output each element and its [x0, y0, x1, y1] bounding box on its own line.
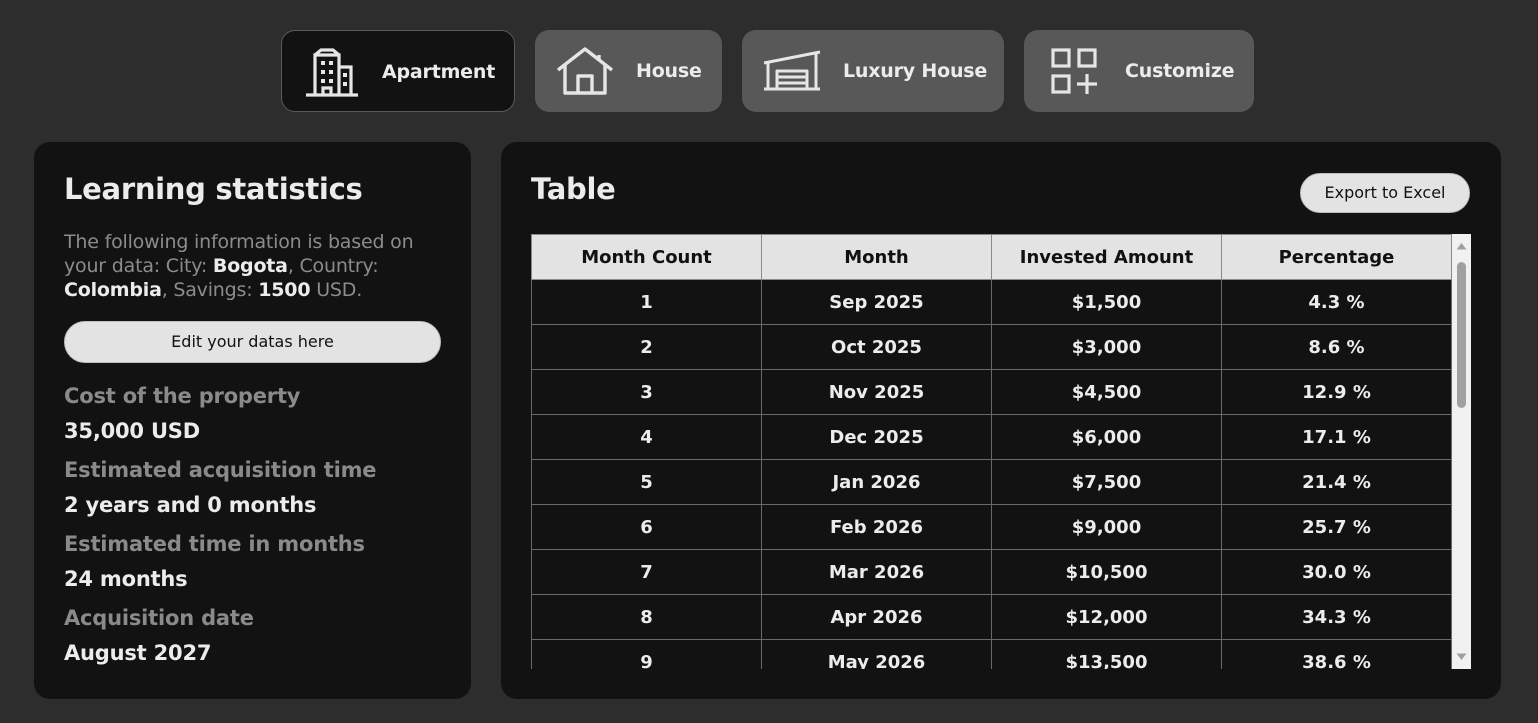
apartment-building-icon [302, 44, 362, 100]
month-count-cell: 4 [531, 414, 762, 460]
percentage-cell: 21.4 % [1221, 459, 1452, 505]
scroll-down-arrow-icon[interactable] [1452, 649, 1471, 665]
info-savings: 1500 [258, 279, 311, 301]
column-header: Percentage [1221, 234, 1452, 280]
grid-plus-icon [1044, 43, 1104, 99]
month-cell: Apr 2026 [761, 594, 992, 640]
table-scrollbar[interactable] [1452, 234, 1471, 669]
invested-amount-cell: $10,500 [991, 549, 1222, 595]
month-count-cell: 2 [531, 324, 762, 370]
month-cell: Nov 2025 [761, 369, 992, 415]
table-row: 2 Oct 2025 $3,000 8.6 % [531, 324, 1452, 370]
house-label: House [636, 60, 702, 82]
month-cell: Jan 2026 [761, 459, 992, 505]
column-header: Month Count [531, 234, 762, 280]
month-count-cell: 6 [531, 504, 762, 550]
acquisition-time-value: 2 years and 0 months [64, 493, 317, 517]
invested-amount-cell: $4,500 [991, 369, 1222, 415]
percentage-cell: 30.0 % [1221, 549, 1452, 595]
table-row: 4 Dec 2025 $6,000 17.1 % [531, 414, 1452, 460]
months-value: 24 months [64, 567, 188, 591]
percentage-cell: 12.9 % [1221, 369, 1452, 415]
table-body: 1 Sep 2025 $1,500 4.3 % 2 Oct 2025 $3,000 8.6 %… [531, 279, 1452, 669]
investment-table: Month Count Month Invested Amount Percen… [531, 234, 1452, 669]
customize-button[interactable]: Customize [1024, 30, 1254, 112]
table-header-row: Month Count Month Invested Amount Percen… [531, 234, 1452, 280]
info-intro: The following information is based on yo… [64, 231, 414, 277]
invested-amount-cell: $3,000 [991, 324, 1222, 370]
month-count-cell: 9 [531, 639, 762, 669]
luxury-house-button[interactable]: Luxury House [742, 30, 1004, 112]
column-header: Month [761, 234, 992, 280]
table-row: 1 Sep 2025 $1,500 4.3 % [531, 279, 1452, 325]
month-count-cell: 3 [531, 369, 762, 415]
acquisition-date-value: August 2027 [64, 641, 212, 665]
house-button[interactable]: House [535, 30, 722, 112]
month-count-cell: 8 [531, 594, 762, 640]
invested-amount-cell: $7,500 [991, 459, 1222, 505]
invested-amount-cell: $6,000 [991, 414, 1222, 460]
info-country-prefix: , Country: [287, 255, 379, 277]
acquisition-time-label: Estimated acquisition time [64, 458, 377, 482]
table-row: 8 Apr 2026 $12,000 34.3 % [531, 594, 1452, 640]
info-city: Bogota [212, 255, 288, 277]
month-cell: Mar 2026 [761, 549, 992, 595]
statistics-panel: Learning statistics The following inform… [34, 142, 471, 699]
cost-label: Cost of the property [64, 384, 301, 408]
luxury-house-label: Luxury House [843, 60, 988, 82]
table-row: 5 Jan 2026 $7,500 21.4 % [531, 459, 1452, 505]
months-label: Estimated time in months [64, 532, 365, 556]
percentage-cell: 4.3 % [1221, 279, 1452, 325]
invested-amount-cell: $9,000 [991, 504, 1222, 550]
table-title: Table [531, 172, 616, 206]
table-scroll-area[interactable]: Month Count Month Invested Amount Percen… [531, 234, 1471, 669]
percentage-cell: 34.3 % [1221, 594, 1452, 640]
export-excel-button[interactable]: Export to Excel [1300, 173, 1470, 213]
invested-amount-cell: $12,000 [991, 594, 1222, 640]
invested-amount-cell: $1,500 [991, 279, 1222, 325]
table-panel: Table Export to Excel Month Count Month … [501, 142, 1501, 699]
scrollbar-thumb[interactable] [1457, 262, 1466, 408]
statistics-title: Learning statistics [64, 172, 363, 206]
month-count-cell: 1 [531, 279, 762, 325]
luxury-house-garage-icon [762, 43, 822, 99]
apartment-label: Apartment [382, 61, 496, 83]
info-country: Colombia [64, 279, 162, 301]
table-row: 7 Mar 2026 $10,500 30.0 % [531, 549, 1452, 595]
percentage-cell: 38.6 % [1221, 639, 1452, 669]
column-header: Invested Amount [991, 234, 1222, 280]
percentage-cell: 17.1 % [1221, 414, 1452, 460]
edit-data-button[interactable]: Edit your datas here [64, 321, 441, 363]
month-count-cell: 5 [531, 459, 762, 505]
scroll-up-arrow-icon[interactable] [1452, 238, 1471, 254]
month-count-cell: 7 [531, 549, 762, 595]
percentage-cell: 8.6 % [1221, 324, 1452, 370]
table-row: 3 Nov 2025 $4,500 12.9 % [531, 369, 1452, 415]
customize-label: Customize [1125, 60, 1235, 82]
acquisition-date-label: Acquisition date [64, 606, 254, 630]
month-cell: Dec 2025 [761, 414, 992, 460]
cost-value: 35,000 USD [64, 419, 200, 443]
month-cell: Oct 2025 [761, 324, 992, 370]
data-info-text: The following information is based on yo… [64, 230, 444, 302]
table-row: 6 Feb 2026 $9,000 25.7 % [531, 504, 1452, 550]
table-row: 9 May 2026 $13,500 38.6 % [531, 639, 1452, 669]
invested-amount-cell: $13,500 [991, 639, 1222, 669]
house-icon [555, 43, 615, 99]
percentage-cell: 25.7 % [1221, 504, 1452, 550]
apartment-button[interactable]: Apartment [281, 30, 515, 112]
month-cell: Sep 2025 [761, 279, 992, 325]
info-savings-suffix: USD. [310, 279, 363, 301]
month-cell: Feb 2026 [761, 504, 992, 550]
month-cell: May 2026 [761, 639, 992, 669]
info-savings-prefix: , Savings: [161, 279, 259, 301]
